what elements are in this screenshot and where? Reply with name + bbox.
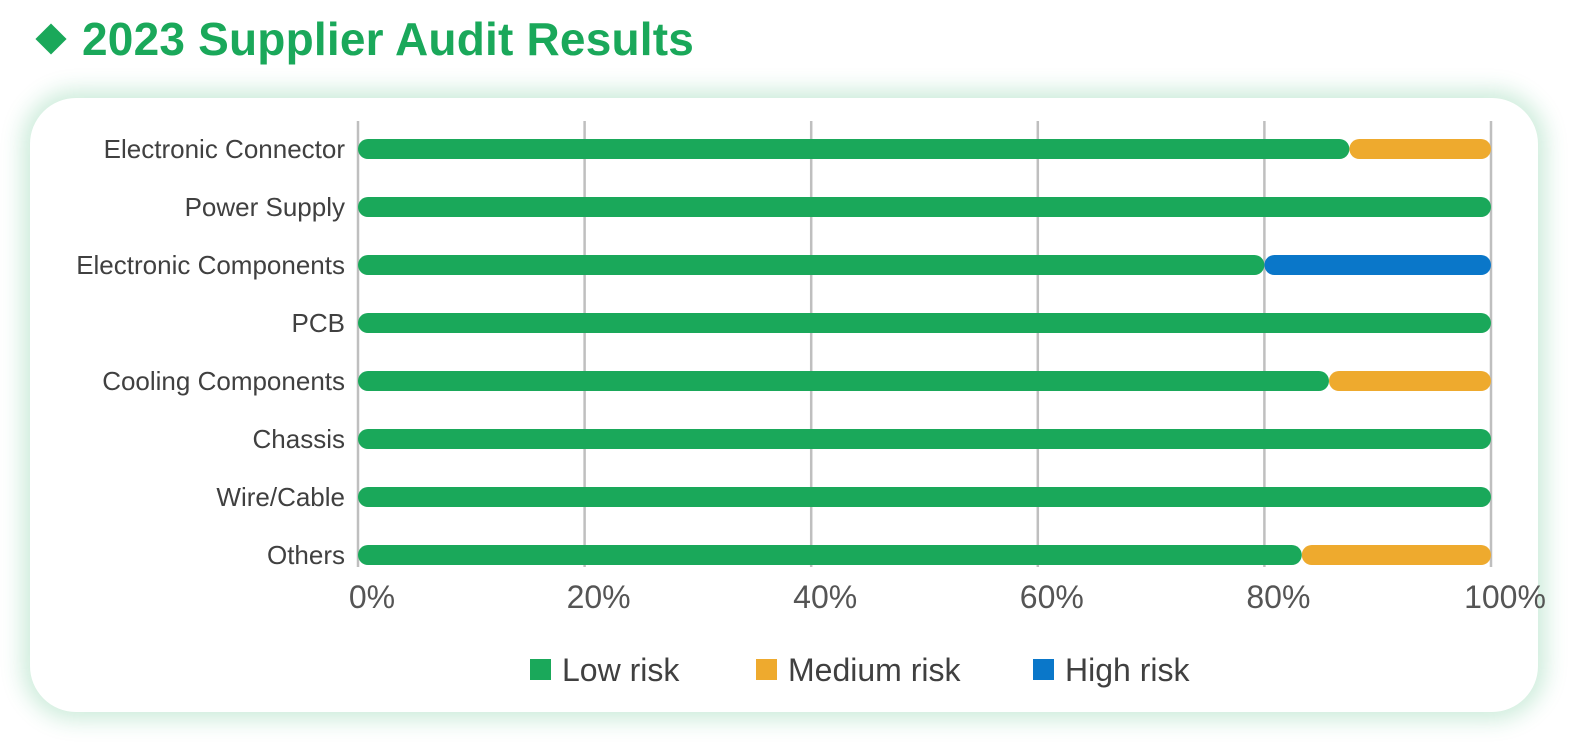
legend-swatch [756, 659, 777, 680]
bar-low-risk [358, 429, 1491, 449]
legend-label: Low risk [562, 652, 680, 688]
x-tick-label: 20% [567, 579, 631, 615]
bars [358, 139, 1491, 565]
legend-label: High risk [1065, 652, 1190, 688]
bar-medium-risk [1349, 139, 1491, 159]
x-tick-label: 100% [1464, 579, 1546, 615]
category-label: Others [267, 540, 345, 570]
bar-low-risk [358, 487, 1491, 507]
bar-medium-risk [1301, 545, 1491, 565]
bar-high-risk [1264, 255, 1491, 275]
legend: Low risk Medium risk High risk [530, 652, 1190, 688]
bar-low-risk [358, 139, 1350, 159]
bar-low-risk [358, 255, 1265, 275]
bar-low-risk [358, 545, 1302, 565]
bar-medium-risk [1328, 371, 1491, 391]
category-label: Wire/Cable [216, 482, 345, 512]
legend-swatch [1033, 659, 1054, 680]
page-title: 2023 Supplier Audit Results [82, 13, 695, 65]
legend-label: Medium risk [788, 652, 961, 688]
bar-low-risk [358, 197, 1491, 217]
category-label: Cooling Components [102, 366, 345, 396]
header: 2023 Supplier Audit Results [34, 10, 694, 68]
category-labels: Electronic Connector Power Supply Electron… [76, 134, 345, 570]
category-label: Electronic Components [76, 250, 345, 280]
bar-low-risk [358, 371, 1329, 391]
x-tick-label: 40% [793, 579, 857, 615]
category-label: Electronic Connector [104, 134, 346, 164]
x-tick-label: 60% [1020, 579, 1084, 615]
category-label: Chassis [253, 424, 345, 454]
tick-labels: 0% 20% 40% 60% 80% 100% [349, 579, 1546, 615]
category-label: PCB [292, 308, 345, 338]
x-tick-label: 0% [349, 579, 395, 615]
bar-low-risk [358, 313, 1491, 333]
category-label: Power Supply [185, 192, 345, 222]
legend-swatch [530, 659, 551, 680]
x-tick-label: 80% [1246, 579, 1310, 615]
